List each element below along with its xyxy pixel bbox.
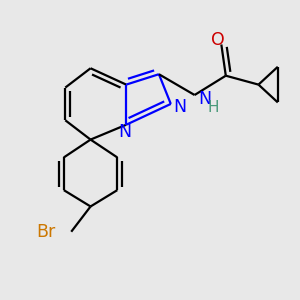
Text: N: N [118,123,131,141]
Text: O: O [212,31,225,49]
Text: Br: Br [36,223,56,241]
Text: N: N [198,91,211,109]
Text: H: H [207,100,219,115]
Text: N: N [173,98,186,116]
